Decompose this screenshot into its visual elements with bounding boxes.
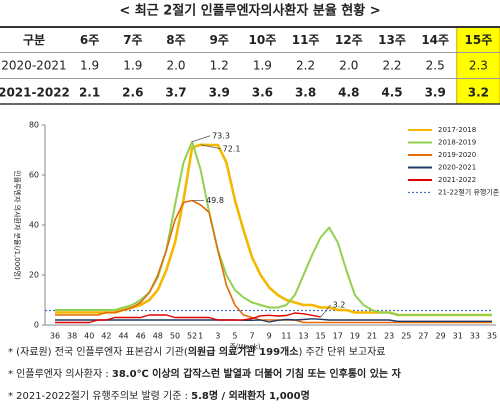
x-tick-label: 9 (267, 332, 272, 341)
legend-label: 2018-2019 (438, 139, 476, 147)
table-cell: 2.2 (296, 59, 315, 73)
table-header: 7주 (123, 33, 142, 47)
table-header: 10주 (249, 33, 277, 47)
table-header: 14주 (421, 33, 449, 47)
note: * (자료원) 전국 인플루엔자 표본감시 기관(의원급 의료기관 199개소)… (8, 345, 386, 358)
x-tick-label: 5 (232, 332, 237, 341)
table-cell: 4.5 (381, 86, 402, 100)
table-cell: 1.9 (123, 59, 142, 73)
note-part: * 2021-2022절기 유행주의보 발령 기준 : (8, 389, 191, 402)
series-line (55, 318, 492, 323)
legend-label: 2019-2020 (438, 151, 476, 159)
table-header: 6주 (80, 33, 99, 47)
table-cell: 1.2 (210, 59, 229, 73)
table-header: 11주 (292, 33, 320, 47)
x-tick-label: 27 (418, 332, 428, 341)
legend-label: 2020-2021 (438, 164, 476, 172)
table-cell: 2.2 (382, 59, 401, 73)
table-cell: 2.1 (79, 86, 100, 100)
annotation-leader (320, 304, 331, 318)
legend-label: 2021-2022 (438, 176, 476, 184)
x-tick-label: 11 (281, 332, 291, 341)
y-tick-label: 60 (29, 171, 39, 180)
x-tick-label: 1 (198, 332, 203, 341)
x-tick-label: 21 (367, 332, 377, 341)
table-header: 12주 (335, 33, 363, 47)
annotation: 72.1 (223, 144, 241, 153)
table-cell: 2.6 (122, 86, 143, 100)
table-header: 구분 (23, 33, 45, 47)
annotation: 49.8 (206, 196, 224, 205)
table-header: 9주 (210, 33, 229, 47)
annotation: 3.2 (333, 301, 346, 310)
table-cell: 3.6 (252, 86, 273, 100)
x-tick-label: 38 (67, 332, 77, 341)
annotation: 73.3 (212, 131, 230, 140)
note-part: * 인플루엔자 의사환자 : (8, 368, 112, 380)
x-tick-label: 48 (153, 332, 163, 341)
note: * 인플루엔자 의사환자 : 38.0℃ 이상의 갑작스런 발열과 더불어 기침… (8, 367, 402, 380)
x-tick-label: 42 (101, 332, 111, 341)
x-tick-label: 17 (333, 332, 343, 341)
title: < 최근 2절기 인플루엔자의사환자 분율 현황 > (119, 3, 380, 19)
x-tick-label: 52 (187, 332, 197, 341)
table-cell: 2.0 (166, 59, 185, 73)
x-tick-label: 33 (470, 332, 480, 341)
note-part: 의원급 의료기관 199개소 (188, 345, 299, 358)
x-tick-label: 46 (136, 332, 146, 341)
table-cell: 1.9 (253, 59, 272, 73)
x-tick-label: 35 (487, 332, 497, 341)
table-header: 13주 (378, 33, 406, 47)
x-tick-label: 13 (298, 332, 308, 341)
table-cell: 2.3 (469, 59, 488, 73)
y-axis-label: 인플루엔자 의사환자 분율(/1,000명) (13, 170, 22, 280)
annotation-leader (191, 135, 211, 143)
legend-label: 2017-2018 (438, 126, 476, 134)
row-label: 2020-2021 (1, 59, 66, 73)
note-part: 38.0℃ 이상의 갑작스런 발열과 더불어 기침 또는 인후통이 있는 자 (112, 367, 402, 380)
table-cell: 1.9 (80, 59, 99, 73)
x-axis-label: 주(Week) (229, 343, 260, 351)
x-tick-label: 36 (50, 332, 60, 341)
series-line (55, 143, 492, 317)
annotation-leader (200, 144, 221, 150)
highlight-column (456, 26, 500, 105)
y-tick-label: 40 (29, 221, 39, 230)
table-cell: 2.5 (426, 59, 445, 73)
y-tick-label: 20 (29, 271, 39, 280)
x-tick-label: 19 (350, 332, 360, 341)
x-tick-label: 50 (170, 332, 180, 341)
x-tick-label: 44 (118, 332, 128, 341)
table-header: 8주 (166, 33, 185, 47)
table-cell: 2.0 (339, 59, 358, 73)
table-cell: 3.9 (425, 86, 446, 100)
table-cell: 3.8 (295, 86, 316, 100)
row-label: 2021-2022 (0, 86, 70, 100)
series-line (55, 312, 321, 324)
x-tick-label: 25 (401, 332, 411, 341)
y-tick-label: 80 (29, 121, 39, 130)
x-tick-label: 15 (316, 332, 326, 341)
legend-label: 21-22절기 유행기준 (438, 188, 500, 197)
note-part: ) 주간 단위 보고자료 (298, 345, 385, 358)
x-tick-label: 31 (453, 332, 463, 341)
table-cell: 3.9 (209, 86, 230, 100)
y-tick-label: 0 (34, 321, 39, 330)
x-tick-label: 40 (84, 332, 94, 341)
table-cell: 3.2 (468, 86, 489, 100)
note-part: 5.8명 / 외래환자 1,000명 (191, 389, 310, 402)
note: * 2021-2022절기 유행주의보 발령 기준 : 5.8명 / 외래환자 … (8, 389, 310, 402)
note-part: * (자료원) 전국 인플루엔자 표본감시 기관( (8, 346, 188, 358)
series-line (55, 199, 492, 324)
table-header: 15주 (465, 33, 493, 47)
table-cell: 3.7 (165, 86, 186, 100)
table-cell: 4.8 (338, 86, 359, 100)
x-tick-label: 23 (384, 332, 394, 341)
x-tick-label: 7 (250, 332, 255, 341)
series-line (55, 140, 492, 316)
x-tick-label: 3 (215, 332, 220, 341)
x-tick-label: 29 (435, 332, 445, 341)
